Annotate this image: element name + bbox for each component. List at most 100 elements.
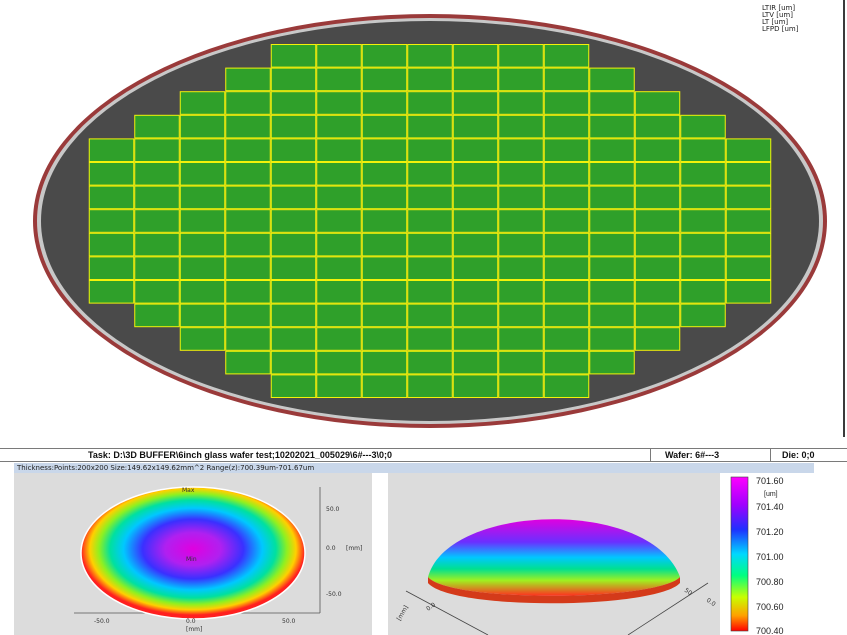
wafer-die[interactable]	[589, 209, 635, 233]
wafer-die[interactable]	[225, 256, 271, 280]
wafer-die[interactable]	[634, 209, 681, 233]
wafer-die[interactable]	[725, 256, 772, 280]
wafer-die[interactable]	[634, 114, 681, 139]
wafer-die[interactable]	[316, 327, 362, 351]
wafer-die[interactable]	[88, 209, 135, 233]
wafer-die[interactable]	[316, 44, 362, 68]
wafer-die[interactable]	[634, 232, 681, 257]
wafer-die[interactable]	[88, 232, 135, 257]
thickness-3d-plot[interactable]: [mm] 0.0 50 0.0	[388, 473, 720, 635]
wafer-die[interactable]	[589, 256, 635, 280]
wafer-die[interactable]	[270, 91, 317, 115]
wafer-die[interactable]	[452, 350, 499, 375]
wafer-die[interactable]	[179, 327, 226, 351]
wafer-die[interactable]	[88, 162, 135, 186]
wafer-die[interactable]	[680, 209, 726, 233]
wafer-die[interactable]	[634, 327, 681, 351]
wafer-die[interactable]	[134, 114, 180, 139]
wafer-die[interactable]	[407, 91, 453, 115]
wafer-die[interactable]	[725, 185, 772, 210]
wafer-die[interactable]	[134, 256, 180, 280]
wafer-die[interactable]	[361, 280, 408, 304]
wafer-die[interactable]	[407, 138, 453, 162]
wafer-die[interactable]	[452, 162, 499, 186]
wafer-die[interactable]	[270, 327, 317, 351]
wafer-die[interactable]	[725, 209, 772, 233]
wafer-die[interactable]	[361, 67, 408, 92]
wafer-die[interactable]	[134, 209, 180, 233]
wafer-die[interactable]	[407, 303, 453, 328]
wafer-die[interactable]	[179, 185, 226, 210]
wafer-die[interactable]	[543, 327, 590, 351]
wafer-die[interactable]	[634, 138, 681, 162]
wafer-die[interactable]	[179, 114, 226, 139]
wafer-die[interactable]	[680, 280, 726, 304]
wafer-die[interactable]	[452, 209, 499, 233]
wafer-die[interactable]	[725, 138, 772, 162]
wafer-die[interactable]	[589, 350, 635, 375]
wafer-die[interactable]	[452, 114, 499, 139]
wafer-die[interactable]	[543, 67, 590, 92]
wafer-die[interactable]	[543, 209, 590, 233]
wafer-die[interactable]	[179, 209, 226, 233]
wafer-die[interactable]	[498, 67, 544, 92]
wafer-die[interactable]	[361, 374, 408, 398]
wafer-die[interactable]	[134, 303, 180, 328]
wafer-die[interactable]	[179, 280, 226, 304]
wafer-die[interactable]	[225, 209, 271, 233]
wafer-die[interactable]	[361, 91, 408, 115]
wafer-die[interactable]	[725, 280, 772, 304]
wafer-die[interactable]	[543, 303, 590, 328]
wafer-die[interactable]	[361, 256, 408, 280]
wafer-die[interactable]	[316, 209, 362, 233]
wafer-die[interactable]	[179, 138, 226, 162]
wafer-die[interactable]	[634, 91, 681, 115]
wafer-die[interactable]	[543, 256, 590, 280]
wafer-die[interactable]	[634, 280, 681, 304]
wafer-die[interactable]	[452, 327, 499, 351]
wafer-die[interactable]	[225, 114, 271, 139]
wafer-die[interactable]	[498, 162, 544, 186]
wafer-die[interactable]	[225, 162, 271, 186]
wafer-die[interactable]	[225, 185, 271, 210]
wafer-die[interactable]	[316, 138, 362, 162]
wafer-die[interactable]	[134, 138, 180, 162]
wafer-die[interactable]	[589, 303, 635, 328]
wafer-die[interactable]	[498, 138, 544, 162]
wafer-die[interactable]	[680, 303, 726, 328]
wafer-die[interactable]	[634, 256, 681, 280]
wafer-die[interactable]	[361, 185, 408, 210]
wafer-die[interactable]	[270, 350, 317, 375]
wafer-die[interactable]	[179, 91, 226, 115]
wafer-die[interactable]	[134, 280, 180, 304]
wafer-die[interactable]	[225, 303, 271, 328]
wafer-die[interactable]	[498, 209, 544, 233]
wafer-die[interactable]	[407, 162, 453, 186]
wafer-die[interactable]	[179, 232, 226, 257]
wafer-die[interactable]	[407, 350, 453, 375]
wafer-die[interactable]	[225, 91, 271, 115]
wafer-die[interactable]	[680, 138, 726, 162]
wafer-die[interactable]	[543, 44, 590, 68]
wafer-die[interactable]	[88, 138, 135, 162]
wafer-die[interactable]	[498, 303, 544, 328]
wafer-die[interactable]	[543, 374, 590, 398]
wafer-die[interactable]	[680, 185, 726, 210]
wafer-die[interactable]	[452, 232, 499, 257]
wafer-die[interactable]	[270, 162, 317, 186]
wafer-die[interactable]	[361, 114, 408, 139]
wafer-die[interactable]	[316, 185, 362, 210]
wafer-die[interactable]	[225, 327, 271, 351]
wafer-die[interactable]	[543, 138, 590, 162]
wafer-die[interactable]	[498, 256, 544, 280]
wafer-die[interactable]	[316, 114, 362, 139]
wafer-die[interactable]	[225, 232, 271, 257]
wafer-die[interactable]	[270, 303, 317, 328]
wafer-die[interactable]	[452, 44, 499, 68]
wafer-die[interactable]	[680, 114, 726, 139]
wafer-die[interactable]	[543, 232, 590, 257]
wafer-die[interactable]	[361, 209, 408, 233]
wafer-die[interactable]	[589, 138, 635, 162]
wafer-die[interactable]	[225, 280, 271, 304]
wafer-die[interactable]	[407, 327, 453, 351]
